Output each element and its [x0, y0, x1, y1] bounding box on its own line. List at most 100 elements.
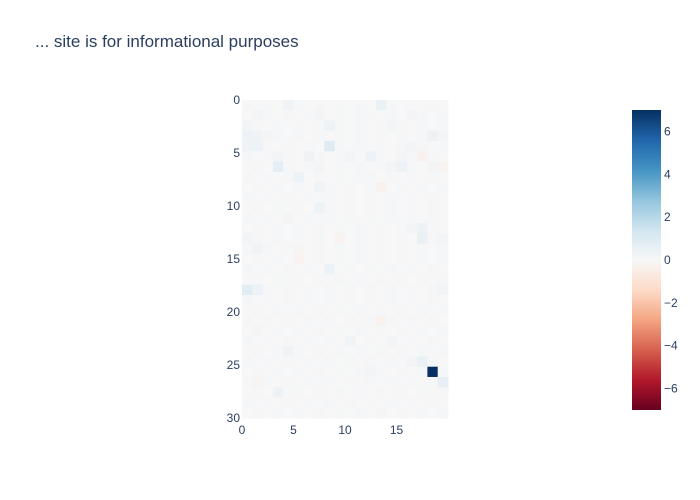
heatmap-cell — [396, 376, 408, 388]
heatmap-cell — [406, 120, 418, 132]
heatmap-cell — [417, 387, 428, 398]
heatmap-cell — [242, 315, 253, 327]
y-tick-label: 30 — [227, 411, 241, 425]
colorbar-tick-label: −2 — [664, 296, 678, 310]
x-axis-ticks: 0 5 10 15 — [239, 423, 404, 437]
x-tick-label: 10 — [338, 423, 352, 437]
heatmap-cell — [293, 202, 305, 214]
heatmap-cell — [406, 212, 418, 224]
heatmap-cell — [272, 182, 284, 193]
heatmap-cell — [283, 315, 294, 327]
heatmap-cell — [396, 243, 408, 255]
heatmap-cell — [252, 100, 264, 111]
heatmap-cell — [417, 264, 428, 275]
heatmap-cell — [283, 335, 294, 347]
heatmap-cell — [427, 202, 439, 214]
heatmap-cell — [252, 141, 264, 152]
heatmap-cell — [293, 315, 305, 327]
heatmap-cell — [345, 120, 356, 132]
heatmap-cell — [417, 407, 428, 419]
heatmap-cell — [324, 294, 336, 306]
heatmap-cell — [345, 161, 356, 173]
heatmap-cell — [345, 182, 356, 193]
heatmap-cell — [437, 233, 449, 245]
heatmap-cell — [396, 335, 408, 347]
heatmap-cell — [406, 294, 418, 306]
heatmap-cell — [314, 407, 325, 419]
heatmap-cell — [427, 376, 439, 388]
heatmap-cell — [437, 223, 449, 234]
heatmap-cell — [427, 264, 439, 275]
heatmap-cell — [345, 366, 356, 378]
heatmap-cell — [262, 376, 274, 388]
heatmap-cell — [396, 182, 408, 193]
heatmap-cell — [406, 376, 418, 388]
heatmap-cell — [242, 243, 253, 255]
heatmap-cell — [355, 356, 367, 368]
heatmap-cell — [334, 233, 346, 245]
heatmap-cell — [386, 387, 397, 398]
heatmap-cell — [303, 233, 315, 245]
colorbar-ticks: 6 4 2 0 −2 −4 −6 — [664, 124, 678, 395]
heatmap-cell — [334, 161, 346, 173]
heatmap-cell — [262, 335, 274, 347]
heatmap-cell — [293, 141, 305, 152]
heatmap-cell — [396, 294, 408, 306]
heatmap-cell — [324, 315, 336, 327]
heatmap-cell — [242, 151, 253, 163]
heatmap-cell — [355, 284, 367, 296]
heatmap-cell — [262, 366, 274, 378]
heatmap-cell — [386, 284, 397, 296]
x-tick-label: 15 — [390, 423, 404, 437]
heatmap-cell — [365, 120, 377, 132]
heatmap-cell — [365, 233, 377, 245]
heatmap-cell — [396, 253, 408, 265]
heatmap-cell — [375, 212, 387, 224]
y-tick-label: 5 — [233, 146, 240, 160]
chart-title: ... site is for informational purposes — [35, 32, 299, 51]
heatmap-cell — [365, 366, 377, 378]
heatmap-cell — [375, 294, 387, 306]
heatmap-cell — [355, 305, 367, 316]
heatmap-cell — [314, 315, 325, 327]
heatmap-cell — [345, 223, 356, 234]
heatmap-cell — [417, 110, 428, 122]
heatmap-cell — [283, 284, 294, 296]
heatmap-cell — [345, 110, 356, 122]
heatmap-cell — [314, 376, 325, 388]
heatmap-cell — [417, 315, 428, 327]
heatmap-cell — [355, 366, 367, 378]
y-tick-label: 0 — [233, 93, 240, 107]
heatmap-cell — [324, 100, 336, 111]
heatmap-cell — [365, 335, 377, 347]
heatmap-cell — [324, 253, 336, 265]
heatmap-cell — [345, 294, 356, 306]
heatmap-cell — [334, 407, 346, 419]
heatmap-cell — [427, 223, 439, 234]
heatmap-cell — [283, 110, 294, 122]
heatmap-cell — [355, 182, 367, 193]
heatmap-cell — [345, 346, 356, 357]
heatmap-cell — [314, 294, 325, 306]
heatmap-cell — [324, 387, 336, 398]
heatmap-cell — [355, 274, 367, 286]
heatmap-cell — [427, 243, 439, 255]
heatmap-cell — [437, 294, 449, 306]
heatmap-cell — [272, 192, 284, 204]
heatmap-cell — [386, 253, 397, 265]
heatmap-cell — [417, 284, 428, 296]
heatmap-cell — [345, 100, 356, 111]
heatmap-cell — [283, 151, 294, 163]
heatmap-cell — [283, 100, 294, 111]
heatmap-cell — [272, 407, 284, 419]
heatmap-cell — [396, 325, 408, 337]
heatmap-cell — [375, 120, 387, 132]
heatmap-cell — [324, 366, 336, 378]
heatmap-cell — [303, 223, 315, 234]
heatmap-cell — [345, 305, 356, 316]
heatmap-cell — [242, 130, 253, 142]
heatmap-cell — [437, 171, 449, 183]
heatmap-cell — [375, 130, 387, 142]
heatmap-cell — [293, 335, 305, 347]
heatmap-cell — [272, 376, 284, 388]
